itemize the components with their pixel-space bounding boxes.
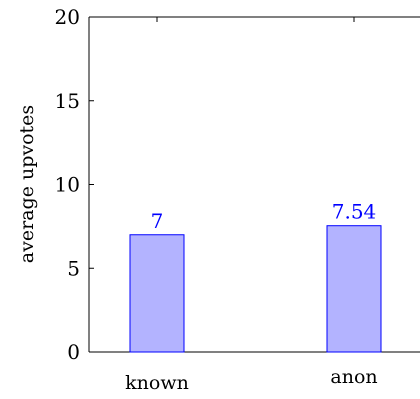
x-tick-label: anon <box>330 366 377 388</box>
labels: 0 5 10 15 20 known anon 7 7.54 <box>55 5 378 394</box>
data-label: 7 <box>151 209 164 233</box>
x-tick-label: known <box>125 372 189 394</box>
y-tick-label: 10 <box>55 173 80 197</box>
y-tick-label: 15 <box>55 89 80 113</box>
bars <box>129 225 382 353</box>
y-tick-label: 0 <box>67 340 80 364</box>
bar-known <box>129 234 185 353</box>
y-tick-label: 20 <box>55 5 80 29</box>
y-tick-label: 5 <box>67 256 80 280</box>
bar-anon <box>326 225 382 353</box>
data-label: 7.54 <box>332 200 377 224</box>
y-axis-label: average upvotes <box>16 105 38 263</box>
